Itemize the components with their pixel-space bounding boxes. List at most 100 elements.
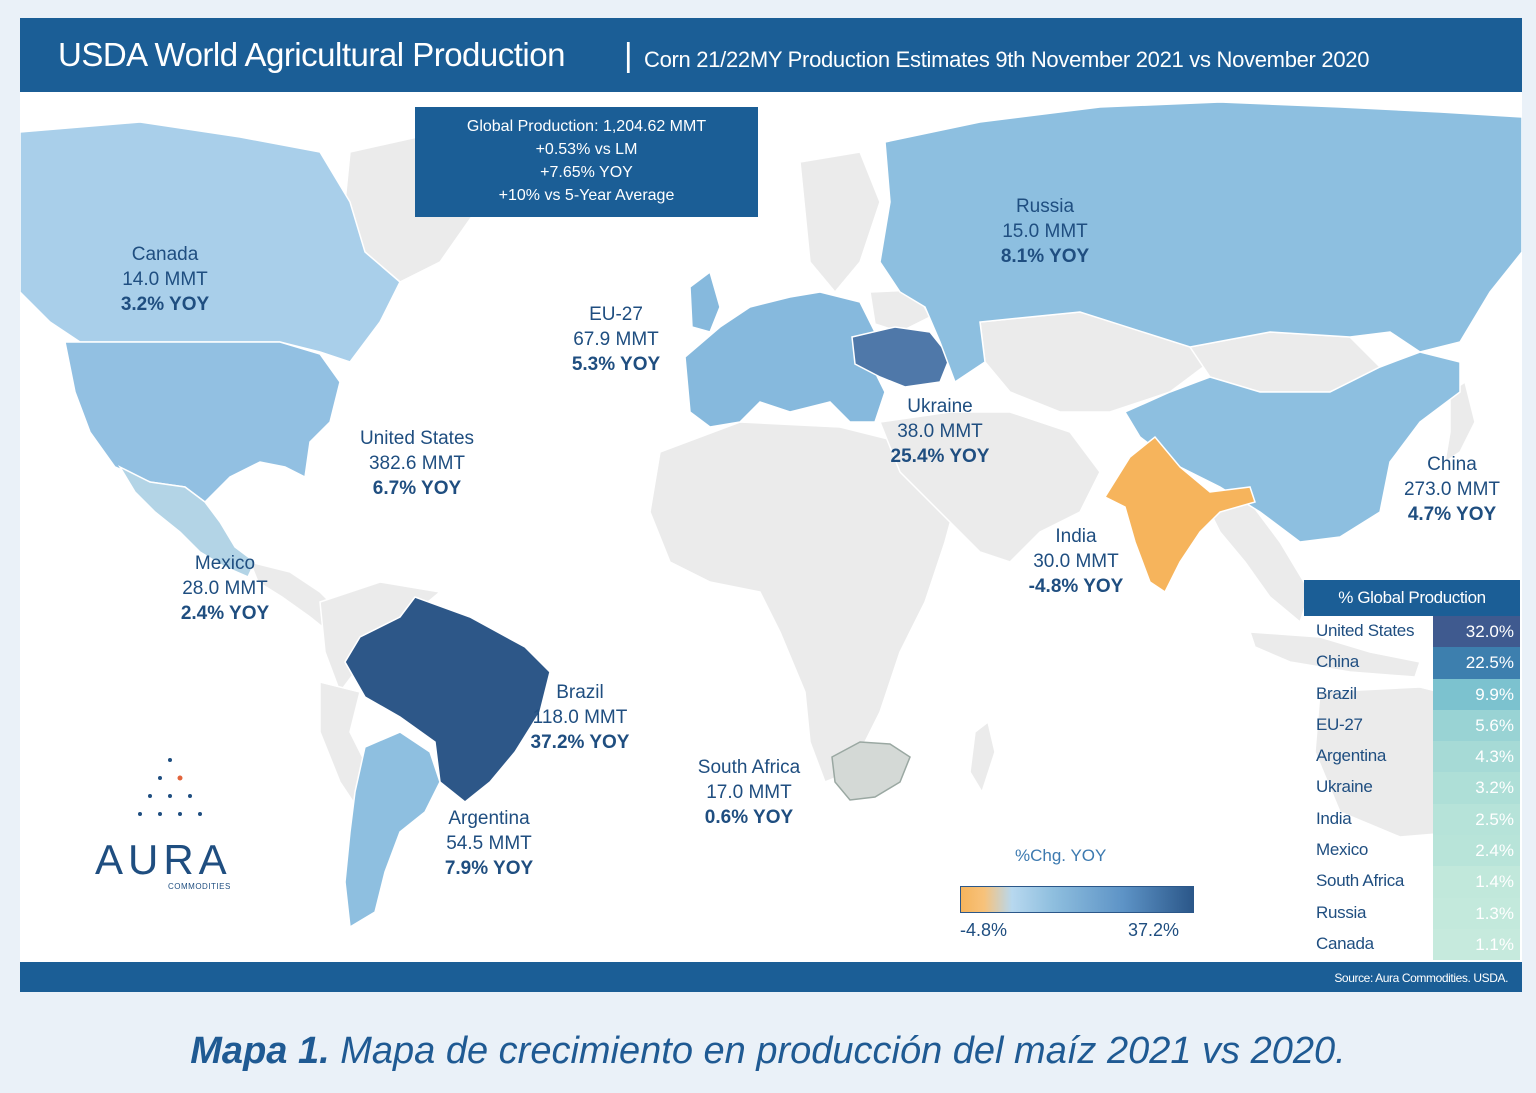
share-table-row: United States 32.0% — [1304, 616, 1520, 648]
country-production: 17.0 MMT — [706, 782, 792, 803]
legend-color-bar — [960, 886, 1194, 913]
label-ukraine: Ukraine 38.0 MMT 25.4% YOY — [891, 394, 990, 469]
country-name: EU-27 — [589, 304, 643, 325]
share-value: 4.3% — [1433, 741, 1520, 773]
legend-max-label: 37.2% — [1128, 920, 1180, 940]
country-yoy: 6.7% YOY — [372, 478, 462, 499]
madagascar-shape — [969, 720, 996, 794]
country-name: Mexico — [194, 553, 256, 574]
country-production: 273.0 MMT — [1403, 479, 1501, 500]
country-production: 54.5 MMT — [446, 833, 532, 854]
caption-text: Mapa de crecimiento en producción del ma… — [329, 1030, 1346, 1072]
country-yoy: 0.6% YOY — [704, 807, 794, 828]
indonesia-shape — [1248, 631, 1421, 678]
country-name: Ukraine — [907, 396, 973, 417]
label-eu27: EU-27 67.9 MMT 5.3% YOY — [572, 302, 660, 377]
eu27-shape — [684, 291, 886, 428]
label-united-states: United States 382.6 MMT 6.7% YOY — [360, 426, 474, 501]
country-name: India — [1055, 526, 1097, 547]
country-yoy: 7.9% YOY — [444, 858, 534, 879]
share-table-row: Mexico 2.4% — [1304, 835, 1520, 867]
southeast-asia-shape — [1198, 490, 1311, 624]
country-name: Russia — [1015, 196, 1075, 217]
aura-logo-mark — [138, 758, 202, 816]
share-country-name: Argentina — [1316, 746, 1387, 766]
country-production: 118.0 MMT — [532, 707, 628, 728]
share-value: 1.1% — [1433, 928, 1520, 961]
global-vs-5yr-average: +10% vs 5-Year Average — [498, 187, 675, 204]
share-table-row: Canada 1.1% — [1304, 928, 1520, 961]
share-country-name: South Africa — [1316, 871, 1405, 891]
caption-label: Mapa 1. — [190, 1030, 330, 1072]
country-name: China — [1427, 454, 1477, 475]
brazil-shape — [344, 596, 551, 803]
share-value: 9.9% — [1433, 678, 1520, 710]
share-table-rows: United States 32.0% China 22.5% Brazil 9.9% EU… — [1304, 616, 1520, 961]
share-table-row: EU-27 5.6% — [1304, 709, 1520, 742]
india-shape — [1103, 435, 1256, 594]
share-value: 1.3% — [1433, 897, 1520, 929]
country-yoy: 25.4% YOY — [890, 446, 990, 467]
label-south-africa: South Africa 17.0 MMT 0.6% YOY — [698, 755, 800, 830]
share-value: 2.5% — [1433, 803, 1520, 836]
country-name: Canada — [131, 244, 199, 265]
share-table-row: South Africa 1.4% — [1304, 866, 1520, 898]
title-separator: | — [624, 36, 633, 73]
share-value: 1.4% — [1433, 866, 1520, 898]
global-vs-lm: +0.53% vs LM — [535, 141, 638, 158]
share-table-header: % Global Production — [1304, 580, 1520, 616]
share-table-row: India 2.5% — [1304, 803, 1520, 836]
share-table-row: Russia 1.3% — [1304, 897, 1520, 929]
scandinavia-shape — [799, 151, 881, 294]
source-note: Source: Aura Commodities. USDA. — [1334, 971, 1508, 985]
country-yoy: 37.2% YOY — [530, 732, 630, 753]
uk-shape — [689, 270, 721, 333]
share-country-name: India — [1316, 808, 1352, 828]
aura-logo-subtitle: COMMODITIES — [168, 882, 231, 891]
share-country-name: China — [1316, 652, 1359, 672]
japan-shape — [1443, 380, 1476, 464]
world-map — [20, 101, 1522, 929]
infographic-frame: USDA World Agricultural Production | Cor… — [20, 18, 1522, 992]
share-country-name: Ukraine — [1316, 777, 1373, 797]
share-value: 22.5% — [1433, 647, 1520, 679]
title-bar: USDA World Agricultural Production | Cor… — [20, 18, 1522, 92]
label-india: India 30.0 MMT -4.8% YOY — [1029, 524, 1124, 599]
footer-bar: Source: Aura Commodities. USDA. — [20, 962, 1522, 992]
country-name: Argentina — [448, 808, 530, 829]
ukraine-shape — [851, 326, 951, 388]
country-name: United States — [359, 428, 475, 449]
aura-logo-word: AURA — [95, 836, 232, 883]
share-value: 2.4% — [1433, 835, 1520, 867]
country-yoy: 8.1% YOY — [1000, 246, 1090, 267]
country-yoy: 2.4% YOY — [180, 603, 270, 624]
global-production-share-table: % Global Production United States 32.0% Ch… — [1304, 580, 1520, 961]
share-country-name: Russia — [1316, 902, 1367, 922]
label-argentina: Argentina 54.5 MMT 7.9% YOY — [445, 806, 533, 881]
global-production-box: Global Production: 1,204.62 MMT +0.53% v… — [415, 107, 758, 217]
country-production: 67.9 MMT — [573, 329, 659, 350]
country-production: 38.0 MMT — [897, 421, 983, 442]
country-yoy: 3.2% YOY — [120, 294, 210, 315]
share-country-name: EU-27 — [1316, 714, 1363, 734]
canada-shape — [20, 121, 401, 363]
share-country-name: Mexico — [1316, 840, 1369, 860]
figure-caption: Mapa 1. Mapa de crecimiento en producció… — [0, 1030, 1536, 1073]
argentina-shape — [344, 731, 441, 929]
share-country-name: United States — [1316, 621, 1415, 640]
country-production: 382.6 MMT — [368, 453, 466, 474]
middle-east-shape — [878, 411, 1101, 563]
south-africa-shape — [831, 741, 911, 801]
russia-shape — [879, 101, 1522, 384]
share-country-name: Canada — [1316, 933, 1374, 953]
share-table-row: Ukraine 3.2% — [1304, 772, 1520, 804]
country-yoy: 4.7% YOY — [1407, 504, 1497, 525]
label-mexico: Mexico 28.0 MMT 2.4% YOY — [181, 551, 269, 626]
share-country-name: Brazil — [1316, 683, 1357, 703]
share-table-row: China 22.5% — [1304, 647, 1520, 679]
country-production: 30.0 MMT — [1033, 551, 1119, 572]
label-china: China 273.0 MMT 4.7% YOY — [1404, 452, 1500, 527]
label-russia: Russia 15.0 MMT 8.1% YOY — [1001, 194, 1089, 269]
share-value: 3.2% — [1433, 772, 1520, 804]
country-production: 15.0 MMT — [1002, 221, 1088, 242]
